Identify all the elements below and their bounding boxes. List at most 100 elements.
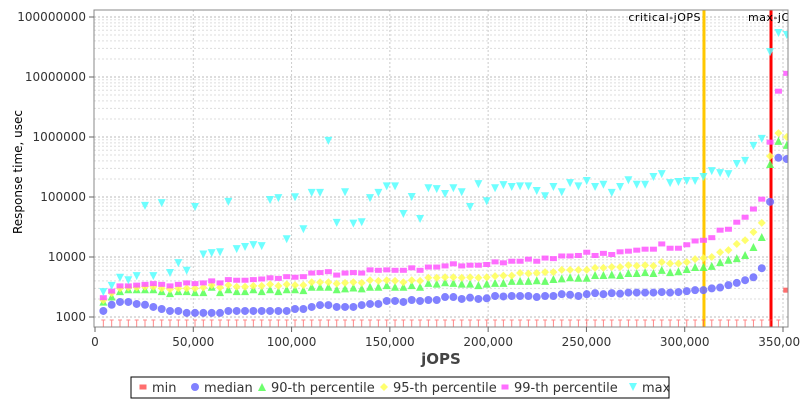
point-99-th-percentile	[299, 274, 307, 280]
point-max	[482, 197, 491, 206]
point-99-th-percentile	[274, 275, 282, 281]
point-90-th-percentile	[632, 269, 641, 278]
point-99-th-percentile	[258, 276, 266, 282]
point-95-th-percentile	[316, 278, 325, 287]
point-90-th-percentile	[732, 254, 741, 263]
point-99-th-percentile	[249, 277, 257, 283]
point-99-th-percentile	[766, 139, 774, 145]
point-99-th-percentile	[483, 261, 491, 267]
point-95-th-percentile	[282, 280, 291, 289]
point-median	[241, 306, 250, 315]
point-90-th-percentile	[624, 269, 633, 278]
point-90-th-percentile	[399, 282, 408, 291]
point-max	[366, 194, 375, 203]
point-max	[341, 188, 350, 197]
point-95-th-percentile	[582, 265, 591, 274]
point-90-th-percentile	[307, 282, 316, 291]
legend-item-min: min	[139, 381, 177, 396]
point-median	[157, 304, 166, 313]
point-min	[351, 319, 356, 327]
point-max	[682, 176, 691, 185]
point-max	[391, 182, 400, 191]
point-median	[341, 302, 350, 311]
point-median	[591, 289, 600, 298]
point-max	[449, 184, 458, 193]
point-99-th-percentile	[308, 270, 316, 276]
point-min	[243, 319, 248, 327]
x-tick-label: 150,000	[365, 335, 415, 349]
point-median	[199, 308, 208, 317]
point-max	[549, 182, 558, 191]
point-median	[449, 293, 458, 302]
point-90-th-percentile	[457, 279, 466, 288]
point-max	[632, 180, 641, 189]
point-median	[216, 308, 225, 317]
point-min	[676, 319, 681, 327]
point-max	[741, 156, 750, 165]
series-90-th-percentile	[99, 136, 788, 306]
point-99-th-percentile	[541, 255, 549, 261]
point-95-th-percentile	[632, 261, 641, 270]
point-99-th-percentile	[424, 264, 432, 270]
point-max	[332, 218, 341, 227]
point-median	[707, 284, 716, 293]
point-min	[684, 319, 689, 327]
point-99-th-percentile	[474, 262, 482, 268]
legend-label: 99-th percentile	[514, 381, 618, 396]
point-90-th-percentile	[416, 282, 425, 291]
point-min	[501, 319, 506, 327]
point-99-th-percentile	[691, 238, 699, 244]
point-95-th-percentile	[357, 278, 366, 287]
point-95-th-percentile	[691, 255, 700, 264]
point-95-th-percentile	[416, 276, 425, 285]
point-min	[559, 319, 564, 327]
point-max	[774, 29, 783, 38]
point-min	[426, 319, 431, 327]
point-median	[641, 288, 650, 297]
point-99-th-percentile	[366, 267, 374, 273]
point-99-th-percentile	[741, 214, 749, 220]
point-95-th-percentile	[782, 133, 788, 141]
point-90-th-percentile	[666, 268, 675, 277]
point-95-th-percentile	[507, 271, 516, 280]
point-99-th-percentile	[133, 282, 141, 288]
x-tick-label: 350,000	[758, 335, 800, 349]
point-99-th-percentile	[108, 288, 116, 294]
point-min	[393, 319, 398, 327]
legend-min-icon	[139, 384, 147, 390]
point-max	[516, 182, 525, 191]
point-95-th-percentile	[557, 265, 566, 274]
point-99-th-percentile	[491, 259, 499, 265]
point-median	[249, 306, 258, 315]
point-min	[409, 319, 414, 327]
point-95-th-percentile	[732, 239, 741, 248]
point-90-th-percentile	[616, 271, 625, 280]
point-99-th-percentile	[783, 70, 788, 76]
point-min	[251, 319, 256, 327]
point-95-th-percentile	[699, 254, 708, 263]
point-95-th-percentile	[724, 246, 733, 255]
point-99-th-percentile	[758, 196, 766, 202]
point-99-th-percentile	[624, 248, 632, 254]
point-95-th-percentile	[407, 276, 416, 285]
point-99-th-percentile	[608, 252, 616, 258]
point-min	[276, 319, 281, 327]
point-max	[407, 193, 416, 201]
point-90-th-percentile	[699, 263, 708, 272]
point-median	[441, 293, 450, 302]
point-99-th-percentile	[574, 252, 582, 258]
point-90-th-percentile	[524, 276, 533, 285]
point-90-th-percentile	[674, 267, 683, 276]
point-90-th-percentile	[424, 278, 433, 287]
point-max	[157, 199, 166, 208]
point-min	[509, 319, 514, 327]
point-95-th-percentile	[424, 273, 433, 282]
point-99-th-percentile	[358, 270, 366, 276]
point-90-th-percentile	[757, 233, 766, 242]
point-99-th-percentile	[699, 237, 707, 243]
y-axis-title: Response time, usec	[11, 110, 25, 234]
point-max	[441, 190, 450, 199]
point-95-th-percentile	[191, 284, 200, 293]
point-median	[432, 296, 441, 305]
point-min	[776, 319, 781, 327]
